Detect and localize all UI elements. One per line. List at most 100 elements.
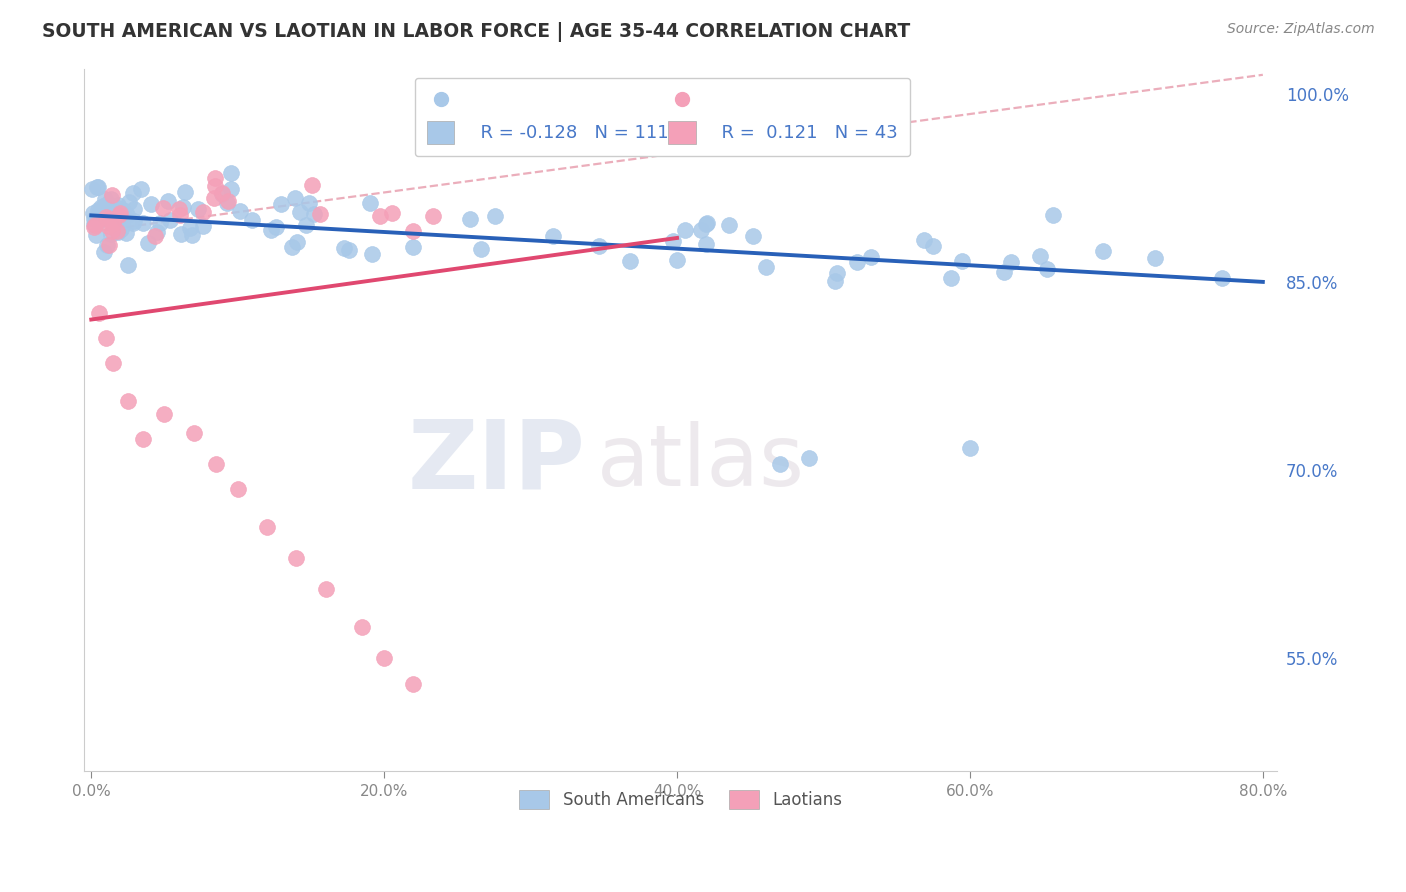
Point [103, 356, 125, 370]
Point [294, 218, 316, 232]
Point [1211, 271, 1233, 285]
Point [169, 227, 191, 242]
Point [281, 240, 304, 254]
Point [284, 191, 307, 205]
Point [993, 265, 1015, 279]
Point [183, 425, 205, 440]
Point [695, 236, 717, 251]
Point [114, 227, 136, 241]
Point [1000, 255, 1022, 269]
Point [97, 197, 120, 211]
Point [797, 450, 820, 465]
Point [93, 192, 115, 206]
Point [82, 206, 104, 220]
Point [401, 223, 423, 237]
Point [145, 225, 167, 239]
Point [381, 206, 404, 220]
Point [211, 187, 233, 202]
Point [98, 202, 121, 217]
Point [922, 239, 945, 253]
Point [260, 223, 283, 237]
Point [96, 238, 118, 252]
Point [173, 186, 195, 200]
Point [309, 207, 332, 221]
Text: atlas: atlas [598, 421, 806, 504]
Point [359, 196, 381, 211]
Point [97, 219, 120, 234]
Point [110, 205, 132, 219]
Point [89, 204, 111, 219]
Point [143, 228, 166, 243]
Point [107, 198, 129, 212]
Point [285, 235, 308, 249]
Point [298, 195, 321, 210]
Point [226, 482, 249, 496]
Point [94, 331, 117, 345]
Point [100, 193, 122, 207]
Point [86, 179, 108, 194]
Point [89, 213, 111, 227]
Point [103, 215, 125, 229]
Point [1029, 249, 1052, 263]
Point [87, 202, 110, 217]
Point [117, 394, 139, 409]
Point [370, 209, 392, 223]
Point [122, 186, 145, 201]
Point [717, 219, 740, 233]
Text: Source: ZipAtlas.com: Source: ZipAtlas.com [1227, 22, 1375, 37]
Point [219, 166, 242, 180]
Point [82, 182, 104, 196]
Point [217, 194, 239, 208]
Point [107, 212, 129, 227]
Point [107, 225, 129, 239]
Point [139, 197, 162, 211]
Point [959, 441, 981, 455]
Point [179, 220, 201, 235]
Point [337, 243, 360, 257]
Point [122, 202, 145, 216]
Point [83, 217, 105, 231]
Point [373, 651, 395, 665]
Point [470, 242, 492, 256]
Point [100, 187, 122, 202]
Point [152, 201, 174, 215]
Point [673, 223, 696, 237]
Point [202, 191, 225, 205]
Point [96, 211, 118, 225]
Point [107, 202, 129, 216]
Point [824, 274, 846, 288]
Point [662, 234, 685, 248]
Point [169, 202, 191, 216]
Point [204, 457, 226, 471]
Point [211, 186, 233, 200]
Point [204, 179, 226, 194]
Point [84, 227, 107, 242]
Point [136, 236, 159, 251]
Point [100, 224, 122, 238]
Point [132, 216, 155, 230]
Point [827, 266, 849, 280]
Point [122, 216, 145, 230]
Text: SOUTH AMERICAN VS LAOTIAN IN LABOR FORCE | AGE 35-44 CORRELATION CHART: SOUTH AMERICAN VS LAOTIAN IN LABOR FORCE… [42, 22, 911, 42]
Point [97, 212, 120, 227]
Point [285, 551, 308, 566]
Point [315, 582, 337, 597]
Point [422, 209, 444, 223]
Point [264, 220, 287, 235]
Point [402, 240, 425, 254]
Point [83, 211, 105, 226]
Point [100, 227, 122, 242]
Point [98, 238, 121, 252]
Point [172, 201, 194, 215]
Point [118, 195, 141, 210]
Point [352, 620, 374, 634]
Point [1036, 261, 1059, 276]
Point [107, 209, 129, 223]
Point [950, 253, 973, 268]
Point [846, 255, 869, 269]
Point [695, 218, 717, 232]
Point [103, 211, 125, 225]
Point [131, 432, 153, 446]
Point [105, 219, 128, 234]
Point [755, 260, 778, 274]
